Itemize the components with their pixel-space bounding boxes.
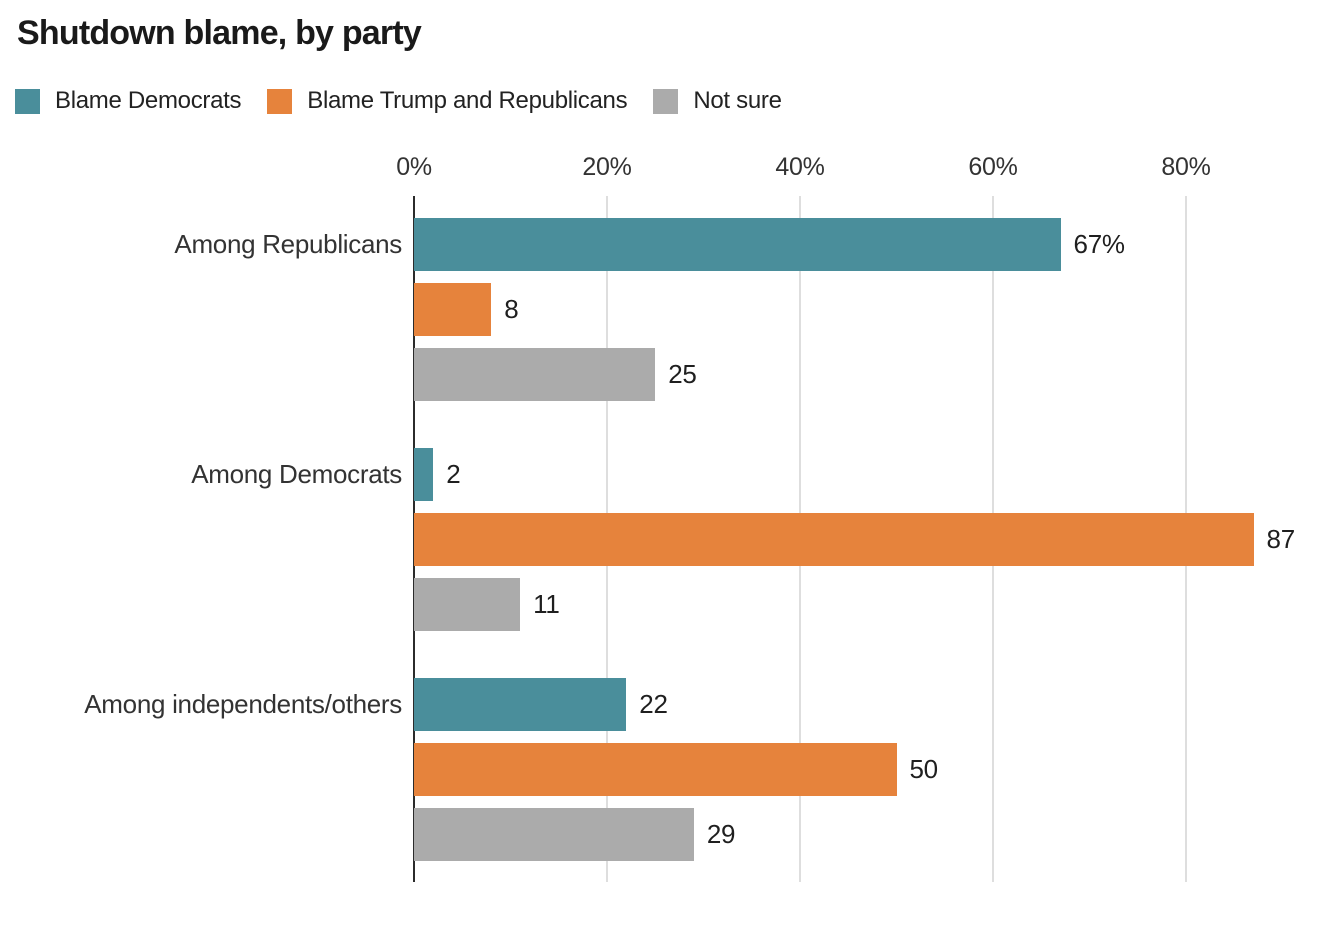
bar-not-sure [414,808,694,861]
value-label: 25 [668,359,697,389]
legend-item: Blame Trump and Republicans [267,87,628,115]
bar-blame-democrats [414,218,1061,271]
legend-item: Not sure [653,87,782,115]
legend-label: Blame Democrats [55,87,242,114]
legend-swatch-icon [653,88,679,114]
bar-not-sure [414,578,521,631]
legend-label: Blame Trump and Republicans [307,87,628,114]
x-axis-tick-label: 80% [1161,153,1211,181]
bar-blame-trump-and-republicans [414,513,1254,566]
bar-blame-trump-and-republicans [414,283,492,336]
value-label: 8 [504,294,519,324]
bar-blame-democrats [414,678,627,731]
bar-blame-trump-and-republicans [414,743,897,796]
bar-not-sure [414,348,656,401]
x-axis-tick-label: 0% [396,153,432,181]
value-label: 50 [909,754,939,784]
value-label: 87 [1266,524,1296,554]
x-axis-tick-label: 60% [968,153,1018,181]
value-label: 2 [446,459,461,489]
bar-blame-democrats [414,448,434,501]
x-axis-tick-label: 40% [775,153,825,181]
value-label: 22 [639,689,668,719]
x-axis-tick-label: 20% [582,153,632,181]
legend-item: Blame Democrats [15,87,242,115]
value-label: 67% [1073,229,1125,259]
value-label: 29 [706,819,736,849]
legend: Blame Democrats Blame Trump and Republica… [15,87,782,115]
category-label: Among independents/others [84,689,402,719]
legend-label: Not sure [693,87,782,114]
chart-title: Shutdown blame, by party [17,14,422,52]
legend-swatch-icon [15,88,40,114]
legend-swatch-icon [267,88,293,114]
category-label: Among Democrats [191,459,402,489]
value-label: 11 [533,589,560,619]
category-label: Among Republicans [174,229,402,259]
